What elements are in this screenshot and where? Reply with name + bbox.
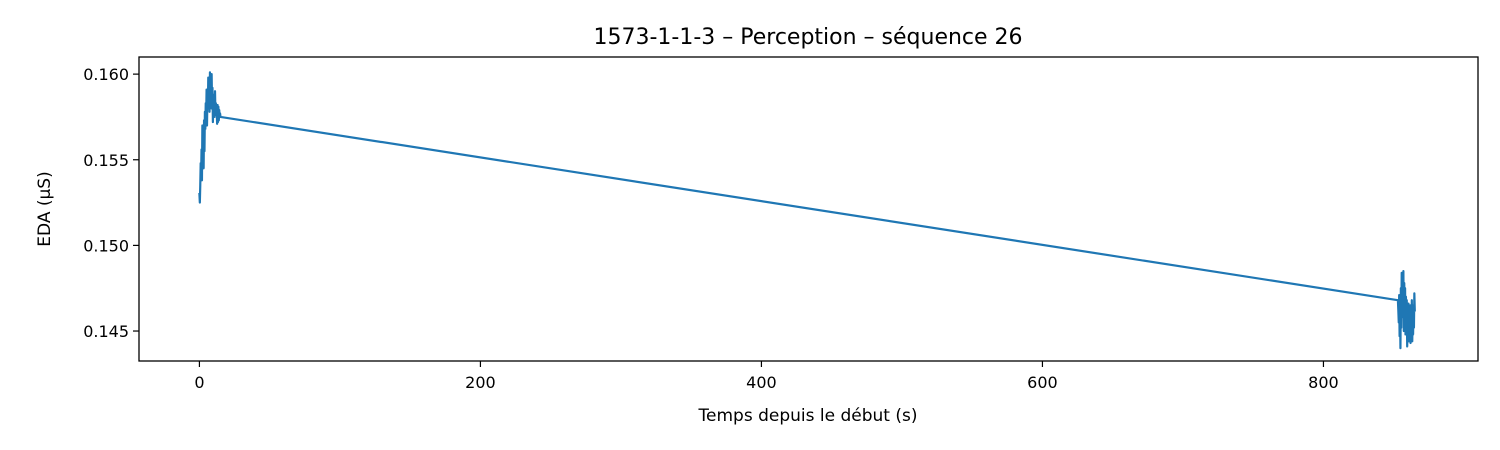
x-tick-label: 200 xyxy=(465,373,496,392)
y-axis: 0.145 0.150 0.155 0.160 xyxy=(83,65,139,341)
x-tick-label: 800 xyxy=(1308,373,1339,392)
y-tick-label: 0.145 xyxy=(83,322,129,341)
x-axis-label: Temps depuis le début (s) xyxy=(698,406,918,426)
x-tick-label: 0 xyxy=(194,373,204,392)
x-axis: 0 200 400 600 800 xyxy=(194,361,1339,392)
y-axis-label: EDA (µS) xyxy=(35,171,55,246)
y-tick-label: 0.150 xyxy=(83,236,129,255)
series-line-0 xyxy=(198,71,1416,350)
plot-frame xyxy=(138,56,1479,362)
chart-title: 1573-1-1-3 – Perception – séquence 26 xyxy=(593,25,1022,50)
y-tick-label: 0.155 xyxy=(83,151,129,170)
x-tick-label: 400 xyxy=(746,373,777,392)
plot-area xyxy=(138,56,1479,362)
x-tick-label: 600 xyxy=(1027,373,1058,392)
y-tick-label: 0.160 xyxy=(83,65,129,84)
